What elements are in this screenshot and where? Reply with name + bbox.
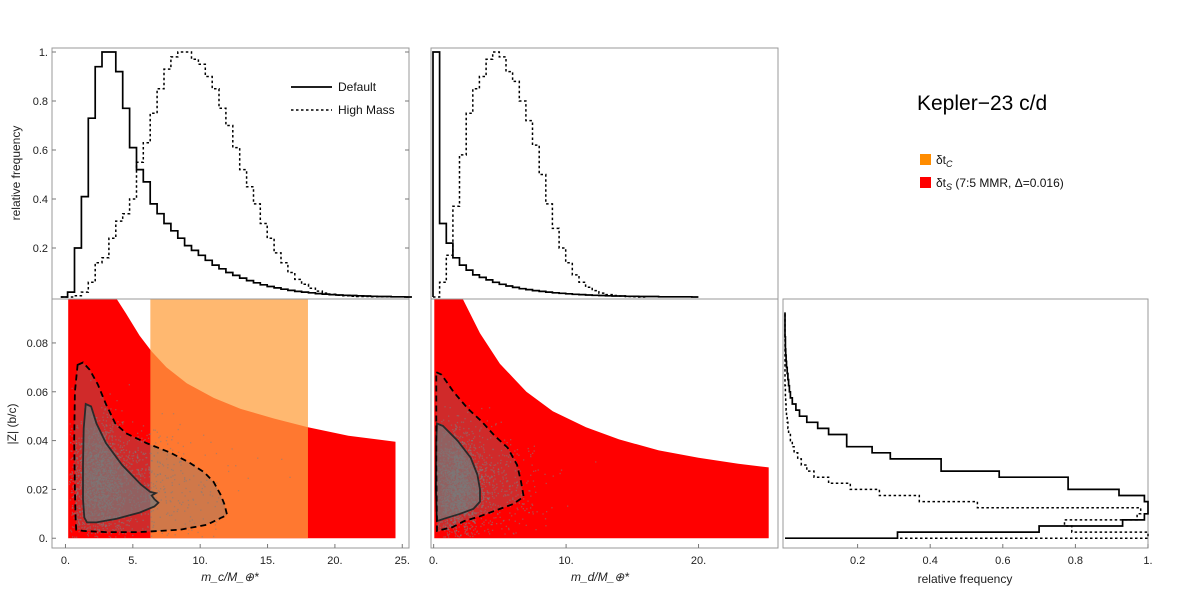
mc-2d-contour-outer xyxy=(73,361,229,533)
z-hist-xticks: 0.2 0.4 0.6 0.8 1. xyxy=(850,544,1153,567)
mc-hist-ytick-label: 0.6 xyxy=(33,145,48,157)
legend-deltatc-swatch xyxy=(920,154,931,165)
md-2d-xtick-label: 0. xyxy=(429,555,438,567)
md-2d-xlabel: m_d/M_⊕* xyxy=(571,570,629,584)
z-hist-high-mass-series xyxy=(784,312,1149,539)
z-hist-xlabel: relative frequency xyxy=(918,572,1013,586)
mc-hist-ytick-label: 0.2 xyxy=(33,243,48,255)
mc-hist-yticks: 0.2 0.4 0.6 0.8 1. xyxy=(33,47,409,255)
md-2d-xticks: 0. 10. 20. xyxy=(429,544,706,567)
line-legend: Default High Mass xyxy=(291,80,395,117)
md-vs-z-panel: 0. 10. 20. m_d/M_⊕* xyxy=(429,298,779,584)
legend-default-label: Default xyxy=(338,80,377,94)
legend-deltatc-label: δtC xyxy=(936,153,953,169)
mc-hist-series xyxy=(60,51,412,298)
mc-2d-xtick-label: 25. xyxy=(395,555,410,567)
mc-hist-high-mass-series xyxy=(60,51,412,298)
mc-2d-contour-inner xyxy=(82,402,160,524)
figure-title: Kepler−23 c/d xyxy=(917,92,1047,115)
md-2d-delta-ts-region xyxy=(434,299,769,539)
mc-2d-frame xyxy=(51,298,410,549)
md-hist-series xyxy=(432,51,699,298)
z-hist-xtick-label: 0.4 xyxy=(923,555,938,567)
mc-2d-xticks: 0. 5. 10. 15. 20. 25. xyxy=(61,544,410,567)
md-2d-contours xyxy=(435,370,525,533)
legend-deltats-label: δtS (7:5 MMR, Δ=0.016) xyxy=(936,176,1064,192)
z-hist-xtick-label: 1. xyxy=(1143,555,1152,567)
region-legend: δtC δtS (7:5 MMR, Δ=0.016) xyxy=(920,153,1064,192)
mc-2d-yticks: 0. 0.02 0.04 0.06 0.08 xyxy=(27,338,56,545)
mc-hist-ytick-label: 1. xyxy=(39,47,48,59)
z-hist-xtick-label: 0.2 xyxy=(850,555,865,567)
mc-2d-delta-tc-region xyxy=(150,299,308,539)
mc-2d-xtick-label: 10. xyxy=(193,555,208,567)
md-2d-xtick-label: 20. xyxy=(691,555,706,567)
md-2d-contour-inner xyxy=(435,422,481,523)
mc-2d-ytick-label: 0.04 xyxy=(27,436,48,448)
z-hist-frame xyxy=(782,298,1149,549)
mc-2d-ytick-label: 0.06 xyxy=(27,387,48,399)
z-hist-series xyxy=(784,312,1149,540)
mc-2d-xtick-label: 0. xyxy=(61,555,70,567)
md-hist-high-mass-series xyxy=(433,51,646,298)
z-hist-xtick-label: 0.8 xyxy=(1068,555,1083,567)
md-hist-frame xyxy=(430,47,779,300)
md-2d-contour-outer xyxy=(435,370,525,533)
mc-2d-ytick-label: 0. xyxy=(39,533,48,545)
mc-hist-ytick-label: 0.4 xyxy=(33,194,48,206)
mc-vs-z-panel: 0. 5. 10. 15. 20. 25. 0. 0.02 0.04 0.06 0.08 |Z| … xyxy=(5,298,410,584)
md-marginal-histogram-panel xyxy=(430,47,779,300)
z-hist-xtick-label: 0.6 xyxy=(995,555,1010,567)
mc-marginal-histogram-panel: 0.2 0.4 0.6 0.8 1. relative frequency Defaul… xyxy=(9,47,412,300)
md-2d-xtick-label: 10. xyxy=(558,555,573,567)
legend-highmass-label: High Mass xyxy=(338,103,395,117)
mc-2d-contours xyxy=(73,361,229,533)
mc-2d-ytick-label: 0.08 xyxy=(27,338,48,350)
mc-2d-ytick-label: 0.02 xyxy=(27,484,48,496)
mc-2d-xtick-label: 15. xyxy=(260,555,275,567)
z-hist-default-series xyxy=(784,312,1149,540)
md-2d-frame xyxy=(430,298,779,549)
mc-2d-xtick-label: 20. xyxy=(327,555,342,567)
mc-2d-xtick-label: 5. xyxy=(128,555,137,567)
mc-2d-xlabel: m_c/M_⊕* xyxy=(201,570,259,584)
mc-hist-ylabel: relative frequency xyxy=(9,126,23,221)
mc-hist-ytick-label: 0.8 xyxy=(33,96,48,108)
legend-deltats-swatch xyxy=(920,177,931,188)
mc-2d-regions xyxy=(68,299,396,539)
mc-2d-ylabel: |Z| (b/c) xyxy=(5,404,19,445)
z-marginal-histogram-panel: 0.2 0.4 0.6 0.8 1. relative frequency xyxy=(782,298,1153,586)
